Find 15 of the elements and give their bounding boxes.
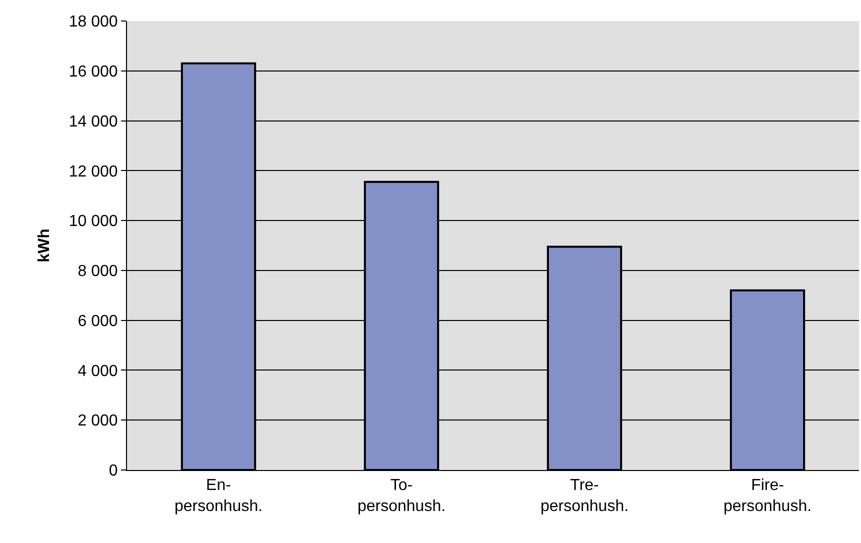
y-axis-title: kWh bbox=[36, 228, 53, 262]
y-tick-label: 18 000 bbox=[68, 14, 118, 31]
y-tick-label: 6 000 bbox=[78, 312, 118, 330]
x-tick-label: En- personhush. bbox=[174, 477, 263, 515]
y-tick-label: 4 000 bbox=[78, 362, 118, 380]
y-tick-label: 2 000 bbox=[78, 412, 118, 430]
x-tick-label: Tre- personhush. bbox=[540, 477, 629, 515]
y-tick-label: 8 000 bbox=[78, 263, 118, 280]
x-tick-label: To- personhush. bbox=[357, 477, 446, 515]
y-tick-label: 10 000 bbox=[68, 213, 118, 230]
y-tick-label: 16 000 bbox=[68, 63, 118, 80]
y-tick-label: 12 000 bbox=[68, 163, 118, 180]
y-tick-label: 0 bbox=[108, 462, 118, 480]
y-tick-label: 14 000 bbox=[68, 113, 118, 130]
x-tick-label: Fire- personhush. bbox=[723, 477, 812, 515]
